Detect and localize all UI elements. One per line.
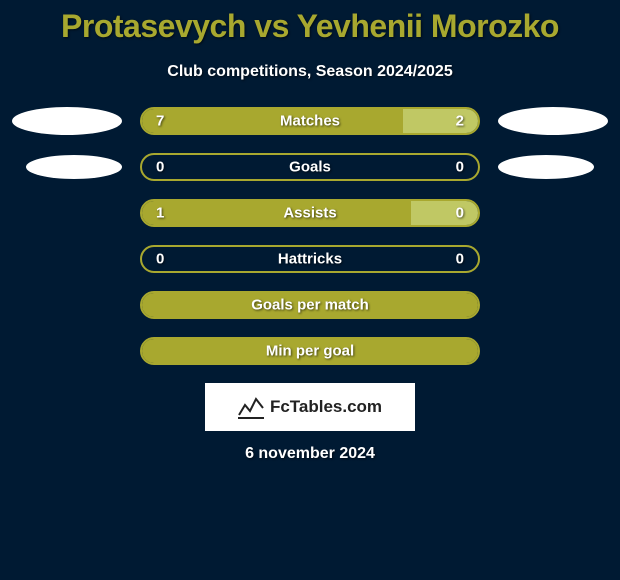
page-subtitle: Club competitions, Season 2024/2025 (0, 63, 620, 81)
stat-label: Hattricks (142, 251, 478, 268)
stat-bar: 10Assists (140, 199, 480, 227)
player1-marker (12, 107, 122, 135)
stat-bar: Goals per match (140, 291, 480, 319)
comparison-infographic: Protasevych vs Yevhenii Morozko Club com… (0, 0, 620, 580)
watermark-text: FcTables.com (270, 397, 382, 417)
stat-bar: 00Goals (140, 153, 480, 181)
fctables-logo-icon (238, 395, 264, 419)
stat-label: Matches (142, 113, 478, 130)
player2-marker (498, 155, 594, 179)
watermark: FcTables.com (205, 383, 415, 431)
stat-label: Min per goal (142, 343, 478, 360)
player2-marker (498, 107, 608, 135)
stat-label: Assists (142, 205, 478, 222)
stat-row: 10Assists (0, 199, 620, 227)
stat-row: 00Hattricks (0, 245, 620, 273)
date-label: 6 november 2024 (0, 445, 620, 463)
stat-bar: Min per goal (140, 337, 480, 365)
stat-label: Goals per match (142, 297, 478, 314)
stat-row: 00Goals (0, 153, 620, 181)
stat-row: 72Matches (0, 107, 620, 135)
stat-label: Goals (142, 159, 478, 176)
stat-row: Min per goal (0, 337, 620, 365)
page-title: Protasevych vs Yevhenii Morozko (0, 8, 620, 45)
stat-bar: 72Matches (140, 107, 480, 135)
stat-bar: 00Hattricks (140, 245, 480, 273)
stat-rows: 72Matches 00Goals 10Assists 00Hattricks Goal… (0, 107, 620, 365)
stat-row: Goals per match (0, 291, 620, 319)
player1-marker (26, 155, 122, 179)
